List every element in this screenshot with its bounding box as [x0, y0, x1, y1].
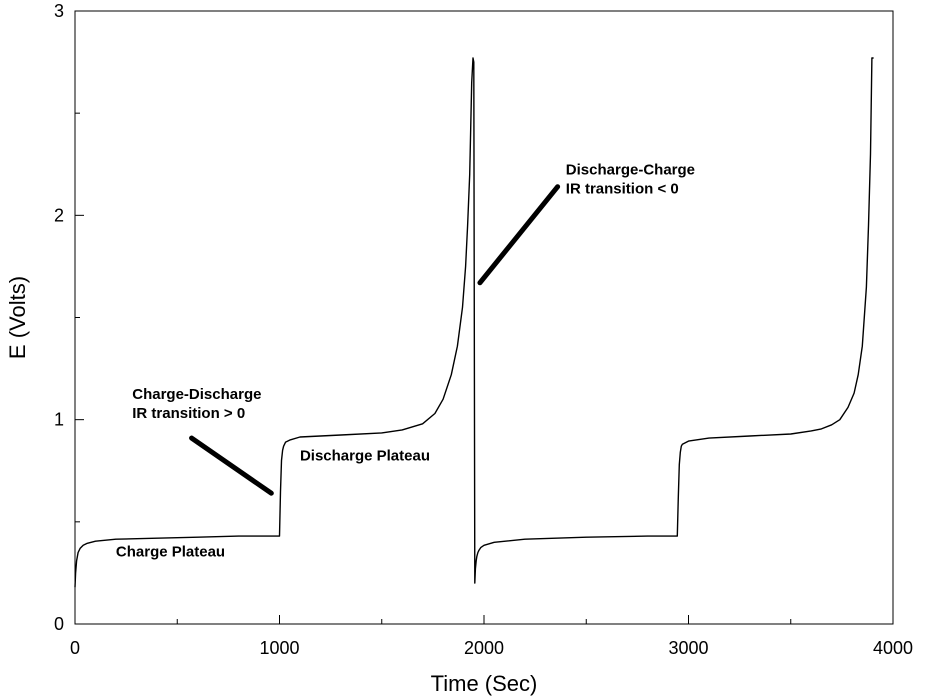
x-tick-label: 0 [70, 638, 80, 658]
annotation-line: IR transition > 0 [132, 405, 245, 422]
series-line [74, 57, 874, 588]
y-tick-label: 3 [54, 1, 64, 21]
annotation-label: Discharge Plateau [300, 448, 430, 465]
annotation-line: Discharge Plateau [300, 448, 430, 465]
axis-ticks [74, 10, 894, 625]
y-tick-label: 2 [54, 205, 64, 225]
annotation-label: Charge Plateau [116, 544, 225, 561]
axis-tick-labels: 0 1000 2000 3000 4000 0 1 2 3 [54, 1, 913, 658]
annotation-label: Charge-Discharge IR transition > 0 [132, 386, 261, 422]
x-tick-label: 1000 [259, 638, 299, 658]
plot-area-frame [74, 10, 894, 625]
annotation-arrow [189, 435, 274, 496]
x-axis-title: Time (Sec) [431, 671, 538, 696]
annotation-labels: Charge-Discharge IR transition > 0 Charge … [116, 161, 695, 560]
x-tick-label: 3000 [668, 638, 708, 658]
series-group [74, 57, 874, 588]
annotation-label: Discharge-Charge IR transition < 0 [566, 161, 695, 197]
y-axis-title: E (Volts) [5, 276, 30, 359]
annotation-arrow [477, 184, 561, 286]
annotation-line: Charge Plateau [116, 544, 225, 561]
annotation-line: Discharge-Charge [566, 161, 695, 178]
x-tick-label: 2000 [464, 638, 504, 658]
x-tick-label: 4000 [873, 638, 913, 658]
annotation-line: Charge-Discharge [132, 386, 261, 403]
annotation-line: IR transition < 0 [566, 180, 679, 197]
y-tick-label: 1 [54, 410, 64, 430]
y-tick-label: 0 [54, 614, 64, 634]
annotation-arrows [189, 184, 561, 496]
